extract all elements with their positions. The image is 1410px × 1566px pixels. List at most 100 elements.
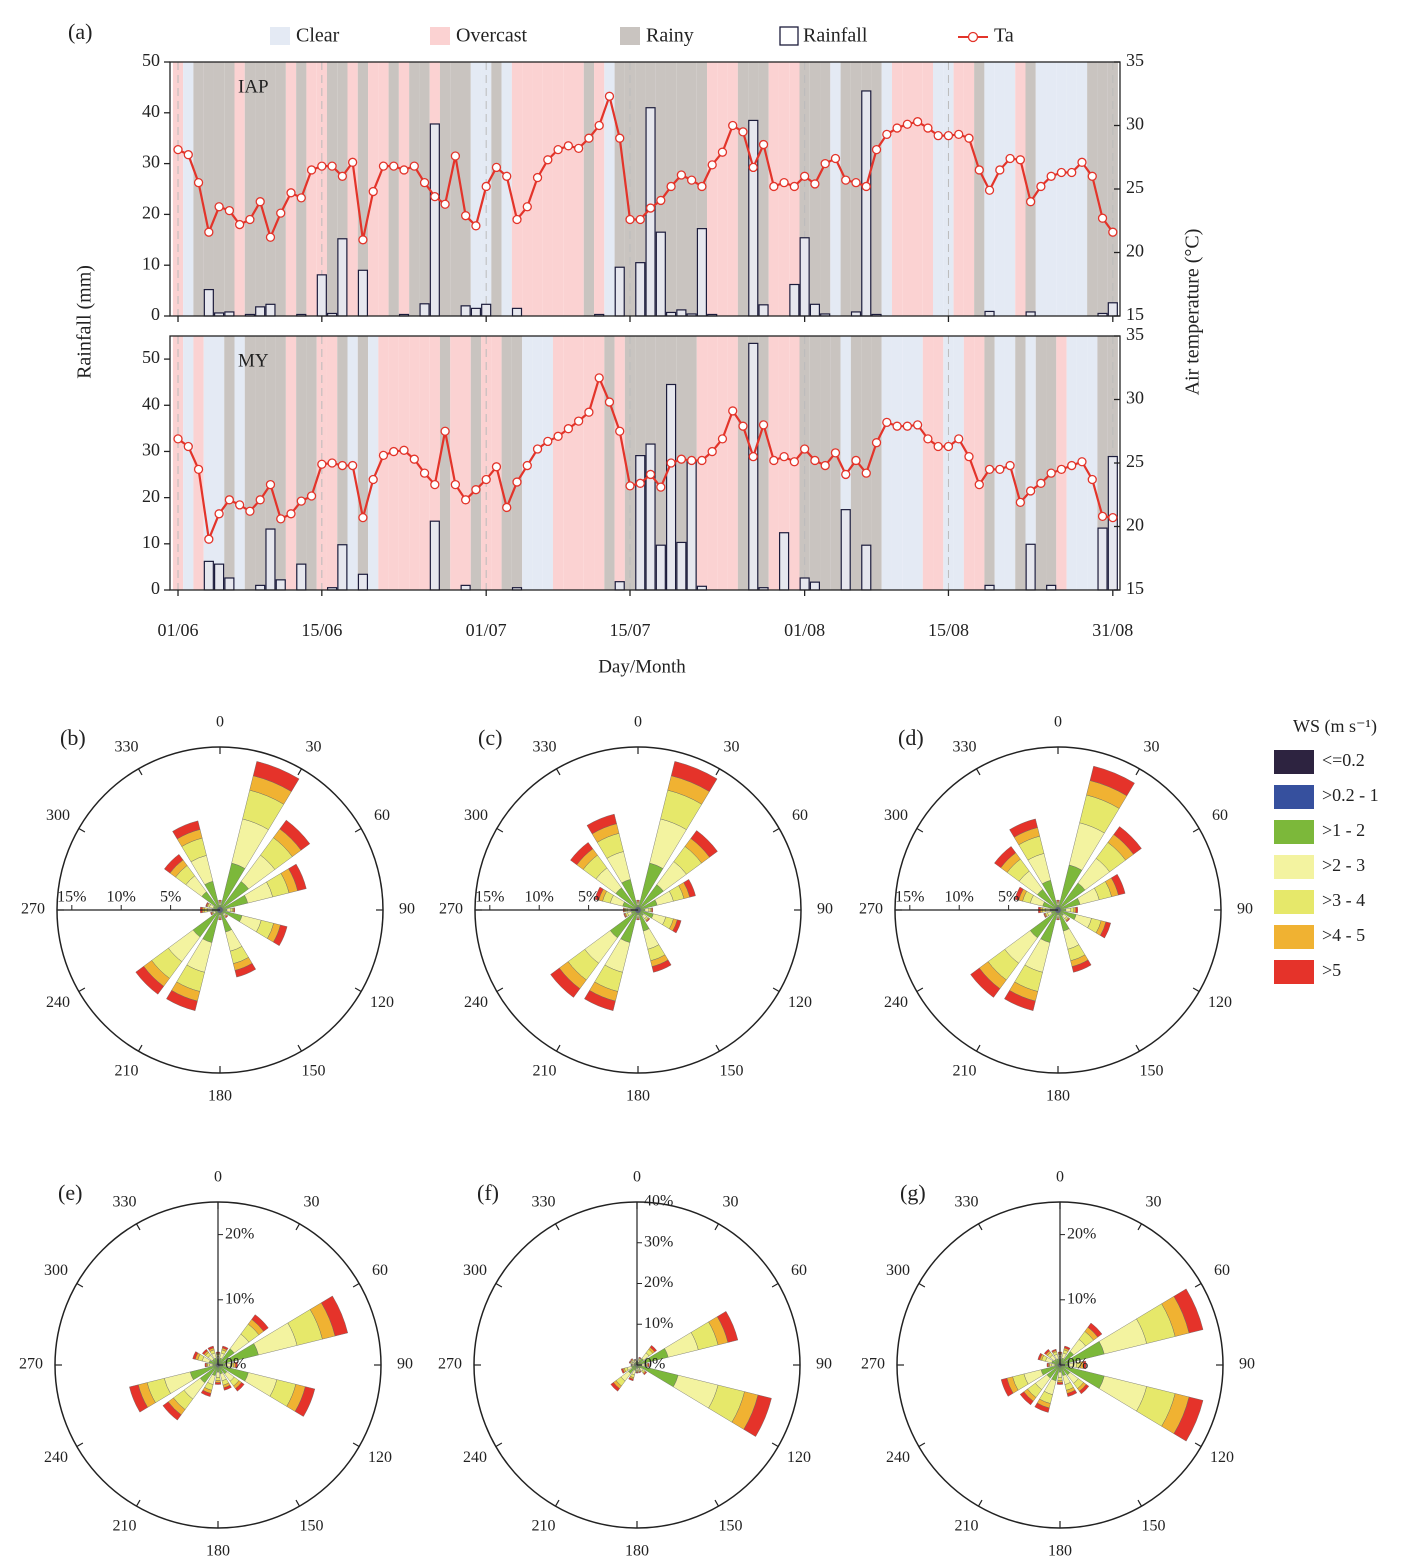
rose-segment <box>632 1364 635 1366</box>
temperature-marker <box>430 479 440 490</box>
temperature-marker <box>830 448 841 458</box>
weather-band <box>604 62 615 316</box>
weather-band <box>963 62 975 316</box>
panel-label: (g) <box>900 1180 926 1205</box>
weather-band <box>573 62 584 316</box>
temperature-marker <box>1056 167 1067 178</box>
angle-tick-label: 180 <box>625 1543 649 1560</box>
angle-tick <box>555 768 561 776</box>
weather-band <box>624 336 636 590</box>
weather-band <box>419 336 430 590</box>
angle-tick <box>295 1223 301 1231</box>
angle-tick <box>495 1442 503 1448</box>
rose-segment <box>1057 904 1059 908</box>
angle-tick <box>137 1044 143 1052</box>
angle-tick-label: 240 <box>886 1449 910 1466</box>
temperature-marker <box>779 451 789 462</box>
weather-band <box>326 62 338 316</box>
temperature-marker <box>286 188 296 198</box>
weather-band <box>213 336 225 590</box>
temperature-marker <box>193 464 204 475</box>
angle-tick <box>354 987 362 993</box>
rainfall-bar <box>337 238 348 317</box>
temperature-marker <box>789 181 800 192</box>
legend-swatch <box>620 27 640 45</box>
weather-band <box>1004 62 1016 316</box>
weather-band <box>337 62 348 316</box>
panel-label: (c) <box>478 725 502 750</box>
temperature-marker <box>635 214 645 225</box>
weather-band <box>707 336 718 590</box>
rose-segment <box>1075 906 1078 914</box>
rose-segment <box>638 1371 642 1374</box>
temperature-marker <box>1108 512 1118 523</box>
angle-tick <box>1135 1044 1141 1052</box>
rainfall-bar <box>861 544 872 591</box>
temperature-marker <box>460 495 471 505</box>
rose-segment <box>273 924 288 946</box>
panel-name: IAP <box>238 76 269 97</box>
temperature-marker <box>912 420 923 430</box>
rainfall-bar <box>635 455 646 591</box>
rainfall-bar <box>696 228 708 317</box>
weather-band <box>398 336 410 590</box>
panel-label: (d) <box>898 725 924 750</box>
weather-band <box>409 62 420 316</box>
temperature-marker <box>851 455 861 466</box>
legend-swatch <box>430 27 450 45</box>
rainfall-bar <box>635 262 646 317</box>
angle-tick <box>352 1282 360 1288</box>
temperature-marker <box>522 202 532 212</box>
temperature-marker <box>1005 153 1015 164</box>
rose-segment <box>1019 1391 1034 1406</box>
weather-band <box>203 336 214 590</box>
weather-band <box>275 336 286 590</box>
rose-segment <box>207 1363 210 1367</box>
angle-tick-label: 240 <box>463 1449 487 1466</box>
weather-band <box>1025 336 1036 590</box>
rainfall-bar <box>460 584 471 591</box>
rose-segment <box>1056 914 1060 918</box>
rainfall-bar <box>203 560 214 591</box>
weather-band <box>614 336 625 590</box>
rainfall-bar <box>275 579 286 591</box>
y-tick-label: 20 <box>142 203 160 223</box>
temperature-marker <box>173 144 183 155</box>
weather-band <box>994 62 1005 316</box>
rose-segment <box>637 912 639 916</box>
temperature-marker <box>193 177 204 188</box>
y2-axis-label: Air temperature (°C) <box>1182 229 1204 396</box>
y2-tick-label: 20 <box>1126 241 1144 261</box>
weather-band <box>963 336 975 590</box>
temperature-marker <box>912 117 923 127</box>
rainfall-bar <box>676 541 687 591</box>
temperature-marker <box>224 495 235 505</box>
temperature-marker <box>810 455 820 466</box>
weather-band <box>799 336 810 590</box>
rose-segment <box>219 904 221 908</box>
angle-tick <box>1192 827 1200 833</box>
angle-tick-label: 30 <box>724 739 740 756</box>
temperature-marker <box>686 455 697 466</box>
temperature-marker <box>296 193 306 203</box>
rainfall-bar <box>799 577 810 591</box>
temperature-marker <box>871 438 882 448</box>
rainfall-bar <box>419 303 430 317</box>
temperature-marker <box>738 421 748 431</box>
rose-segment <box>610 1382 620 1392</box>
rainfall-bar <box>481 303 492 317</box>
weather-band <box>439 336 451 590</box>
weather-band <box>922 62 934 316</box>
rainfall-bar <box>470 307 482 317</box>
weather-band <box>460 336 471 590</box>
weather-band <box>368 336 379 590</box>
angle-tick-label: 150 <box>300 1518 324 1535</box>
rose-segment <box>637 904 639 908</box>
rose-segment <box>226 908 232 912</box>
rose-segment <box>214 1382 222 1385</box>
weather-band <box>1015 62 1026 316</box>
rose-segment <box>204 1362 207 1368</box>
rose-segment <box>1087 1322 1103 1338</box>
rose-segment <box>288 863 307 892</box>
temperature-marker <box>861 181 871 192</box>
